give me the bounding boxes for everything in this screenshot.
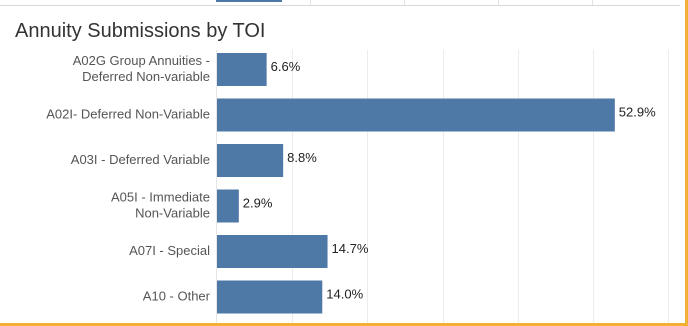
bar [217,280,323,314]
category-label-line: A03I - Deferred Variable [71,152,210,167]
previous-chart-gridline [498,0,499,5]
category-label: A03I - Deferred Variable [71,152,210,167]
chart-title: Annuity Submissions by TOI [15,20,266,42]
previous-chart-remnant [0,0,688,6]
category-label-line: A05I - Immediate [111,189,210,204]
previous-chart-gridline [404,0,405,5]
bars [217,53,615,314]
data-label: 8.8% [287,150,317,165]
gridlines [216,50,669,326]
category-label-line: A10 - Other [143,288,211,303]
previous-chart-bar-stub [216,0,282,2]
data-label: 2.9% [243,195,273,210]
data-label: 6.6% [271,59,301,74]
bar [217,235,328,268]
category-label-line: A02I- Deferred Non-Variable [46,106,210,121]
data-label: 52.9% [619,104,656,119]
category-label: A07I - Special [129,243,210,258]
category-label-line: Deferred Non-variable [82,69,210,84]
bar [217,53,267,86]
data-label: 14.0% [326,286,363,301]
category-labels: A02G Group Annuities -Deferred Non-varia… [46,53,210,304]
category-label: A05I - Immediate Non-Variable [111,189,210,220]
category-label: A02G Group Annuities -Deferred Non-varia… [73,53,210,84]
value-labels: 6.6% 52.9% 8.8% 2.9% 14.7% 14.0% [243,59,656,302]
category-label-line: A07I - Special [129,243,210,258]
previous-chart-gridline [592,0,593,5]
previous-chart-gridline [310,0,311,5]
bar [217,144,284,177]
category-label-line: Non-Variable [135,205,210,220]
category-label-line: A02G Group Annuities - [73,53,210,68]
frame-border-bottom [0,323,688,326]
previous-chart-divider [0,5,680,6]
data-label: 14.7% [332,241,369,256]
category-label: A10 - Other [143,288,211,303]
category-label: A02I- Deferred Non-Variable [46,106,210,121]
bar [217,189,239,223]
bar [217,98,615,132]
frame-border-right [685,0,688,326]
